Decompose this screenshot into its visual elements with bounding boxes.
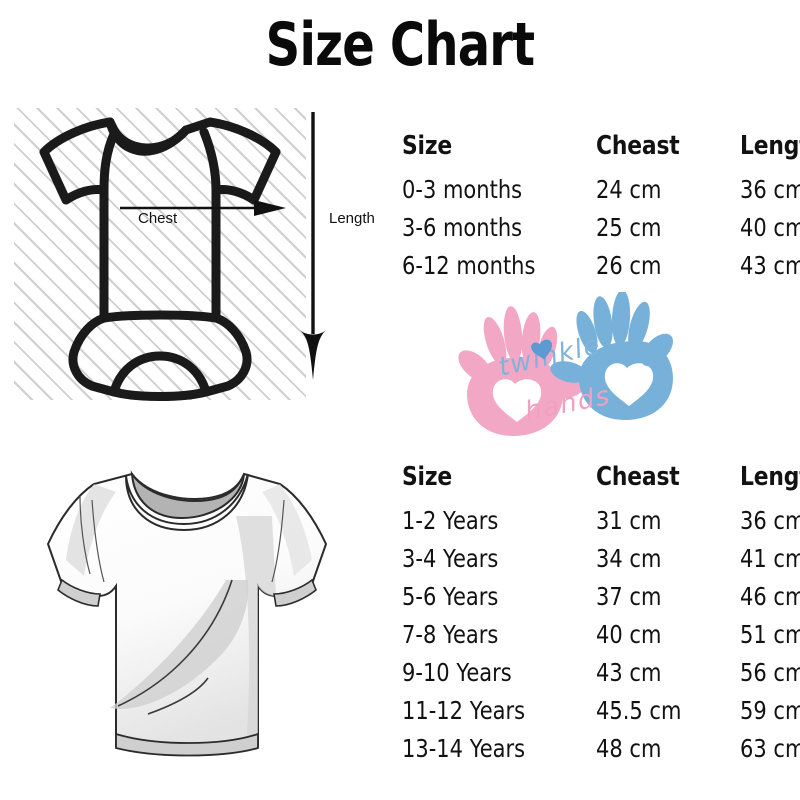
cell-size: 1-2 Years	[402, 506, 499, 535]
kids-tshirt-illustration	[36, 456, 376, 786]
chest-measure-arrow	[120, 200, 286, 216]
cell-length: 59 cm	[740, 696, 800, 725]
length-measure-arrow	[296, 112, 336, 384]
cell-length: 36 cm	[740, 175, 800, 204]
cell-size: 9-10 Years	[402, 658, 512, 687]
blue-handprint	[550, 292, 673, 420]
cell-chest: 25 cm	[596, 213, 662, 242]
baby-size-table: Size Cheast Length 0-3 months 24 cm 36 c…	[402, 131, 800, 289]
table-row: 11-12 Years 45.5 cm 59 cm	[402, 696, 800, 734]
baby-onesie-illustration	[14, 108, 306, 403]
cell-chest: 37 cm	[596, 582, 662, 611]
table-row: 13-14 Years 48 cm 63 cm	[402, 734, 800, 772]
chest-label: Chest	[138, 210, 178, 227]
cell-chest: 48 cm	[596, 734, 662, 763]
twinkle-hands-logo: twinkle hands	[443, 292, 689, 440]
cell-size: 3-6 months	[402, 213, 523, 242]
table-header-row: Size Cheast Length	[402, 462, 800, 506]
header-length: Length	[740, 131, 800, 161]
cell-size: 3-4 Years	[402, 544, 499, 573]
page-title: Size Chart	[265, 10, 535, 80]
cell-length: 36 cm	[740, 506, 800, 535]
header-length: Length	[740, 462, 800, 492]
length-label: Length	[329, 210, 375, 227]
table-row: 1-2 Years 31 cm 36 cm	[402, 506, 800, 544]
cell-length: 51 cm	[740, 620, 800, 649]
cell-size: 6-12 months	[402, 251, 536, 280]
cell-chest: 26 cm	[596, 251, 662, 280]
header-chest: Cheast	[596, 462, 680, 492]
header-size: Size	[402, 131, 453, 161]
table-row: 3-4 Years 34 cm 41 cm	[402, 544, 800, 582]
cell-length: 63 cm	[740, 734, 800, 763]
logo-word-hands: hands	[523, 381, 614, 427]
cell-length: 46 cm	[740, 582, 800, 611]
diagonal-hatch-background	[14, 108, 306, 400]
table-row: 5-6 Years 37 cm 46 cm	[402, 582, 800, 620]
table-header-row: Size Cheast Length	[402, 131, 800, 175]
cell-size: 13-14 Years	[402, 734, 526, 763]
cell-chest: 34 cm	[596, 544, 662, 573]
table-row: 0-3 months 24 cm 36 cm	[402, 175, 800, 213]
cell-size: 7-8 Years	[402, 620, 499, 649]
cell-chest: 45.5 cm	[596, 696, 682, 725]
kids-size-table: Size Cheast Length 1-2 Years 31 cm 36 cm…	[402, 462, 800, 772]
header-chest: Cheast	[596, 131, 680, 161]
table-row: 3-6 months 25 cm 40 cm	[402, 213, 800, 251]
table-row: 9-10 Years 43 cm 56 cm	[402, 658, 800, 696]
cell-size: 11-12 Years	[402, 696, 526, 725]
cell-length: 40 cm	[740, 213, 800, 242]
cell-chest: 31 cm	[596, 506, 662, 535]
cell-chest: 40 cm	[596, 620, 662, 649]
cell-length: 56 cm	[740, 658, 800, 687]
table-row: 6-12 months 26 cm 43 cm	[402, 251, 800, 289]
cell-size: 5-6 Years	[402, 582, 499, 611]
cell-length: 41 cm	[740, 544, 800, 573]
cell-length: 43 cm	[740, 251, 800, 280]
header-size: Size	[402, 462, 453, 492]
cell-size: 0-3 months	[402, 175, 523, 204]
svg-text:hands: hands	[523, 381, 614, 427]
cell-chest: 43 cm	[596, 658, 662, 687]
table-row: 7-8 Years 40 cm 51 cm	[402, 620, 800, 658]
cell-chest: 24 cm	[596, 175, 662, 204]
